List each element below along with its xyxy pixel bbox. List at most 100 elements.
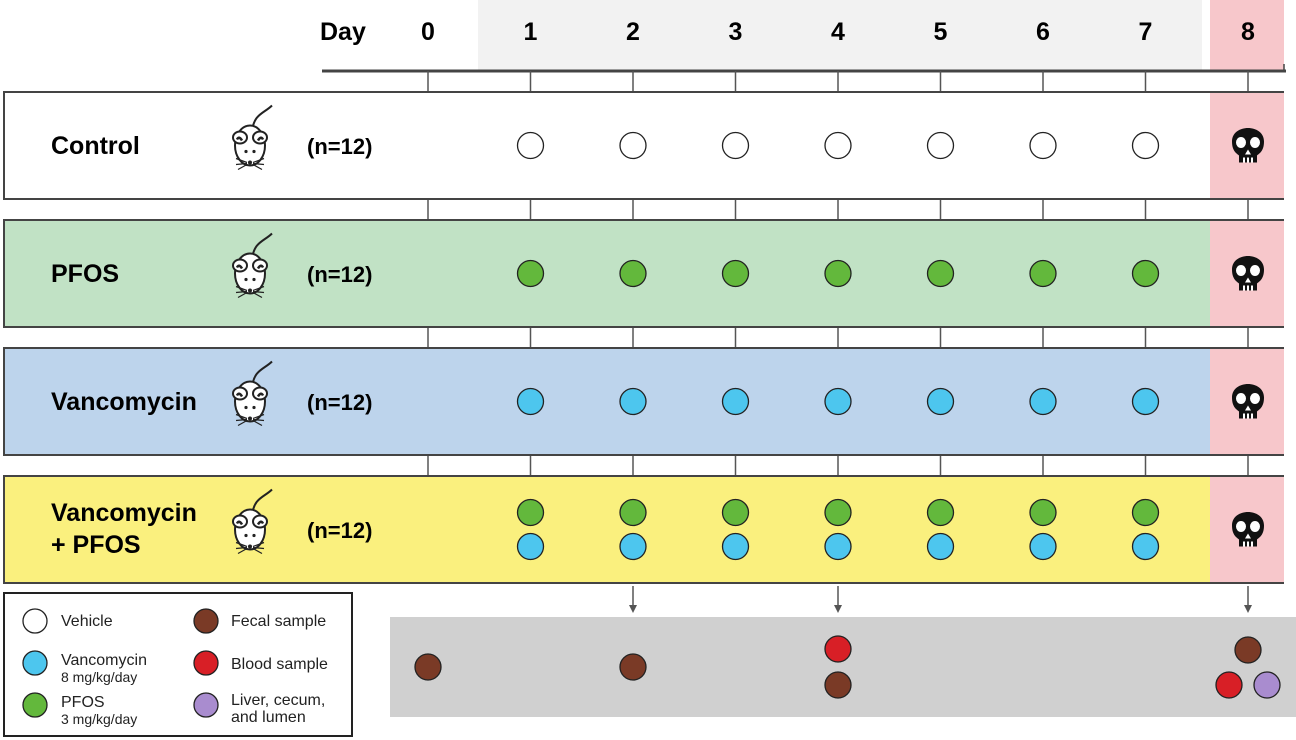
pfos-dose-dot bbox=[1131, 498, 1160, 527]
day-label-4: 4 bbox=[831, 18, 845, 46]
blood-sample-dot bbox=[824, 635, 852, 663]
sacrifice-day-band bbox=[1210, 0, 1284, 70]
legend-tissue-label: Liver, cecum, and lumen bbox=[231, 692, 325, 726]
legend-fecal-dot bbox=[193, 608, 219, 634]
day-label-1: 1 bbox=[523, 18, 538, 46]
vancomycin-dose-dot bbox=[1029, 387, 1057, 416]
legend-tissue-text: Liver, cecum, bbox=[231, 692, 326, 709]
group-name: Vancomycin bbox=[51, 386, 197, 418]
legend-vancomycin-label: Vancomycin 8 mg/kg/day bbox=[61, 652, 147, 686]
skull-icon bbox=[1232, 512, 1264, 547]
vancomycin-dose-dot bbox=[516, 532, 545, 561]
group-name-line: Vancomycin bbox=[51, 388, 197, 416]
legend-fecal-text: Fecal sample bbox=[231, 613, 327, 630]
legend-blood-dot bbox=[193, 650, 219, 676]
legend-pfos-label: PFOS 3 mg/kg/day bbox=[61, 694, 137, 728]
pfos-dose-dot bbox=[721, 498, 750, 527]
vehicle-dose-dot bbox=[721, 131, 750, 160]
legend-tissue-dot bbox=[193, 692, 219, 718]
legend-vancomycin-dose: 8 mg/kg/day bbox=[61, 669, 138, 685]
legend-swatches bbox=[22, 608, 219, 718]
skull-icon bbox=[1232, 384, 1264, 419]
skull-icon bbox=[1232, 128, 1264, 163]
pfos-dose-dot bbox=[619, 259, 647, 288]
group-name-line: PFOS bbox=[51, 260, 120, 288]
pfos-dose-dot bbox=[516, 259, 545, 288]
pfos-dose-dot bbox=[619, 498, 647, 527]
vehicle-dose-dot bbox=[926, 131, 955, 160]
day-label-6: 6 bbox=[1036, 18, 1050, 46]
mouse-icon bbox=[232, 488, 273, 555]
group-row-2: Vancomycin (n=12) bbox=[3, 347, 1284, 456]
legend-blood-text: Blood sample bbox=[231, 656, 328, 673]
group-name-line: Vancomycin bbox=[51, 499, 197, 527]
group-sample-size: (n=12) bbox=[307, 134, 373, 159]
vancomycin-dose-dot bbox=[516, 387, 545, 416]
day-label-5: 5 bbox=[933, 18, 948, 46]
sample-arrow-head bbox=[629, 605, 637, 613]
group-sample-size: (n=12) bbox=[307, 390, 373, 415]
dosing-period-band bbox=[478, 0, 1202, 70]
day-label-7: 7 bbox=[1138, 18, 1153, 46]
vancomycin-dose-dot bbox=[619, 387, 647, 416]
legend-tissue-text-2: and lumen bbox=[231, 709, 306, 726]
vancomycin-dose-dot bbox=[824, 532, 852, 561]
legend-pfos-dose: 3 mg/kg/day bbox=[61, 711, 138, 727]
vancomycin-dose-dot bbox=[721, 387, 750, 416]
skull-icon bbox=[1232, 256, 1264, 291]
tissue-sample-dot bbox=[1253, 671, 1281, 699]
pfos-dose-dot bbox=[926, 259, 955, 288]
vehicle-dose-dot bbox=[619, 131, 647, 160]
vancomycin-dose-dot bbox=[1029, 532, 1057, 561]
legend-pfos-text: PFOS bbox=[61, 694, 105, 711]
vancomycin-dose-dot bbox=[926, 387, 955, 416]
legend-pfos-dot bbox=[22, 692, 48, 718]
vehicle-dose-dot bbox=[1029, 131, 1057, 160]
pfos-dose-dot bbox=[926, 498, 955, 527]
vancomycin-dose-dot bbox=[1131, 387, 1160, 416]
pfos-dose-dot bbox=[1029, 498, 1057, 527]
group-row-3: Vancomycin + PFOS (n=12) bbox=[3, 475, 1284, 584]
day-label-3: 3 bbox=[728, 18, 743, 46]
vancomycin-dose-dot bbox=[721, 532, 750, 561]
group-name: PFOS bbox=[51, 258, 119, 290]
vehicle-dose-dot bbox=[824, 131, 852, 160]
pfos-dose-dot bbox=[1131, 259, 1160, 288]
fecal-sample-dot bbox=[414, 653, 442, 681]
pfos-dose-dot bbox=[516, 498, 545, 527]
sample-arrow-head bbox=[1244, 605, 1252, 613]
vehicle-dose-dot bbox=[1131, 131, 1160, 160]
vancomycin-dose-dot bbox=[1131, 532, 1160, 561]
fecal-sample-dot bbox=[619, 653, 647, 681]
group-sample-size: (n=12) bbox=[307, 262, 373, 287]
blood-sample-dot bbox=[1215, 671, 1243, 699]
mouse-icon bbox=[232, 360, 273, 427]
pfos-dose-dot bbox=[824, 259, 852, 288]
vancomycin-dose-dot bbox=[926, 532, 955, 561]
legend: Vehicle Vancomycin 8 mg/kg/day PFOS 3 mg… bbox=[3, 592, 353, 737]
pfos-dose-dot bbox=[1029, 259, 1057, 288]
legend-vehicle-text: Vehicle bbox=[61, 613, 113, 630]
day-axis-label: Day bbox=[320, 18, 366, 46]
day-label-2: 2 bbox=[626, 18, 640, 46]
legend-fecal-label: Fecal sample bbox=[231, 613, 326, 630]
group-sample-size: (n=12) bbox=[307, 518, 373, 543]
mouse-icon bbox=[232, 104, 273, 171]
group-name-line: Control bbox=[51, 132, 140, 160]
day-label-0: 0 bbox=[421, 18, 435, 46]
mouse-icon bbox=[232, 232, 273, 299]
vancomycin-dose-dot bbox=[619, 532, 647, 561]
group-name: Control bbox=[51, 130, 140, 162]
day-label-8: 8 bbox=[1241, 18, 1255, 46]
legend-vehicle-label: Vehicle bbox=[61, 613, 113, 630]
fecal-sample-dot bbox=[824, 671, 852, 699]
pfos-dose-dot bbox=[721, 259, 750, 288]
vehicle-dose-dot bbox=[516, 131, 545, 160]
group-name: Vancomycin + PFOS bbox=[51, 497, 197, 561]
sample-arrow-head bbox=[834, 605, 842, 613]
vancomycin-dose-dot bbox=[824, 387, 852, 416]
sample-panel bbox=[390, 617, 1296, 717]
